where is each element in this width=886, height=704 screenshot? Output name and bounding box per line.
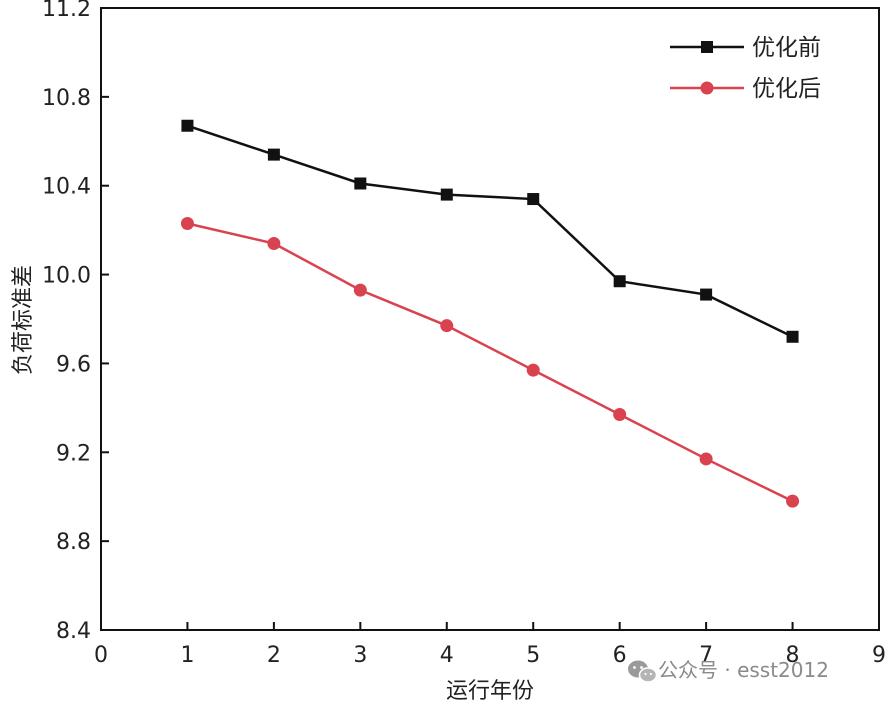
- data-point: [526, 363, 540, 377]
- plot-frame: [100, 7, 880, 631]
- data-point: [353, 283, 367, 297]
- data-point: [786, 494, 800, 508]
- y-tick-label: 8.8: [56, 530, 91, 555]
- y-tick-label: 9.6: [56, 352, 91, 377]
- y-tick-label: 10.4: [42, 175, 91, 200]
- x-tick-label: 4: [440, 643, 454, 668]
- y-tick-label: 10.8: [42, 86, 91, 111]
- y-tick-label: 11.2: [42, 0, 91, 22]
- x-tick-label: 5: [526, 643, 540, 668]
- series-2: [180, 216, 800, 508]
- x-tick-label: 3: [353, 643, 367, 668]
- wechat-icon: [628, 660, 658, 683]
- data-point: [180, 216, 194, 230]
- series-line: [187, 222, 794, 503]
- legend-marker: [700, 81, 714, 95]
- legend-label: 优化前: [752, 35, 821, 61]
- data-point: [354, 177, 367, 190]
- x-tick-label: 8: [786, 643, 800, 668]
- data-point: [267, 236, 281, 250]
- y-axis-title: 负荷标准差: [11, 265, 36, 375]
- data-point: [181, 119, 194, 132]
- watermark: 公众号 · esst2012: [628, 658, 829, 683]
- x-tick-label: 9: [872, 643, 886, 668]
- series-layer: [180, 119, 800, 508]
- x-tick-label: 1: [180, 643, 194, 668]
- y-tick-label: 8.4: [56, 619, 91, 644]
- watermark-text: 公众号 · esst2012: [658, 658, 829, 682]
- plot-area: [100, 7, 880, 631]
- series-line: [187, 124, 794, 338]
- data-point: [613, 408, 627, 422]
- data-point: [613, 275, 626, 288]
- x-tick-label: 6: [613, 643, 627, 668]
- data-point: [786, 330, 799, 343]
- data-point: [699, 452, 713, 466]
- x-tick-label: 2: [267, 643, 281, 668]
- y-tick-label: 10.0: [42, 264, 91, 289]
- axes: 0 1 2 3 4 5 6 7 8 9 8.4 8.8 9.2 9.6 10.0 10.4 10.8 11.2: [42, 0, 886, 668]
- data-point: [440, 319, 454, 333]
- legend-label: 优化后: [752, 76, 821, 102]
- x-tick-label: 7: [699, 643, 713, 668]
- legend-item: 优化前: [670, 35, 821, 61]
- legend-marker: [701, 41, 713, 53]
- data-point: [440, 188, 453, 201]
- y-tick-label: 9.2: [56, 441, 91, 466]
- data-point: [267, 148, 280, 161]
- x-axis-title: 运行年份: [446, 679, 534, 704]
- series-1: [181, 119, 799, 343]
- x-tick-label: 0: [94, 643, 108, 668]
- data-point: [527, 193, 540, 206]
- legend-item: 优化后: [670, 76, 821, 102]
- data-point: [700, 288, 713, 301]
